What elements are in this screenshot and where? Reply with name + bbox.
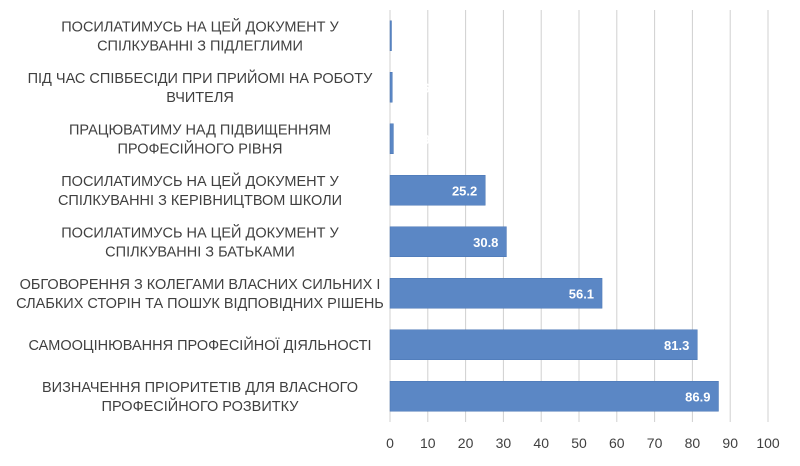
data-label: 0.6 (412, 80, 430, 95)
category-label: ПОСИЛАТИМУСЬ НА ЦЕЙ ДОКУМЕНТ У СПІЛКУВАНН… (61, 17, 339, 54)
bar (389, 175, 486, 206)
x-tick-label: 0 (386, 435, 394, 451)
x-tick-label: 80 (685, 435, 701, 451)
bar (389, 381, 719, 412)
x-tick-label: 100 (756, 435, 780, 451)
x-tick-label: 90 (722, 435, 738, 451)
category-label: ОБГОВОРЕННЯ З КОЛЕГАМИ ВЛАСНИХ СИЛЬНИХ І… (16, 277, 384, 312)
x-tick-label: 20 (458, 435, 474, 451)
x-tick-label: 70 (647, 435, 663, 451)
bar (389, 72, 393, 103)
data-label: 56.1 (569, 286, 594, 301)
x-tick-label: 10 (420, 435, 436, 451)
category-label: ВИЗНАЧЕННЯ ПРІОРИТЕТІВ ДЛЯ ВЛАСНОГО ПРОФЕ… (42, 380, 358, 415)
category-label: ПОСИЛАТИМУСЬ НА ЦЕЙ ДОКУМЕНТ У СПІЛКУВАНН… (58, 172, 342, 209)
x-tick-label: 60 (609, 435, 625, 451)
x-axis-tick-labels: 0 10 20 30 40 50 60 70 80 90 100 (386, 435, 780, 451)
data-label: 0.9 (412, 132, 430, 147)
gridlines (389, 10, 769, 422)
category-label: ПРАЦЮВАТИМУ НАД ПІДВИЩЕННЯМ ПРОФЕСІЙНОГО … (69, 122, 331, 157)
category-labels: ПОСИЛАТИМУСЬ НА ЦЕЙ ДОКУМЕНТ У СПІЛКУВАНН… (16, 17, 384, 415)
x-tick-label: 50 (571, 435, 587, 451)
data-label: 86.9 (685, 389, 710, 404)
bar (389, 226, 507, 257)
data-label: 81.3 (664, 338, 689, 353)
bar (389, 20, 392, 51)
data-labels: 0.6 0.9 25.2 30.8 56.1 81.3 86.9 (412, 80, 711, 404)
data-label: 30.8 (473, 235, 498, 250)
category-label: ПІД ЧАС СПІВБЕСІДИ ПРИ ПРИЙОМІ НА РОБОТУ… (28, 69, 374, 106)
x-tick-label: 30 (496, 435, 512, 451)
category-label: САМООЦІНЮВАННЯ ПРОФЕСІЙНОЇ ДІЯЛЬНОСТІ (28, 336, 371, 354)
bar (389, 123, 394, 154)
bar (389, 278, 603, 309)
bars (389, 20, 719, 412)
x-tick-label: 40 (533, 435, 549, 451)
category-label: ПОСИЛАТИМУСЬ НА ЦЕЙ ДОКУМЕНТ У СПІЛКУВАНН… (61, 223, 339, 260)
bar (389, 329, 698, 360)
data-label: 25.2 (452, 183, 477, 198)
